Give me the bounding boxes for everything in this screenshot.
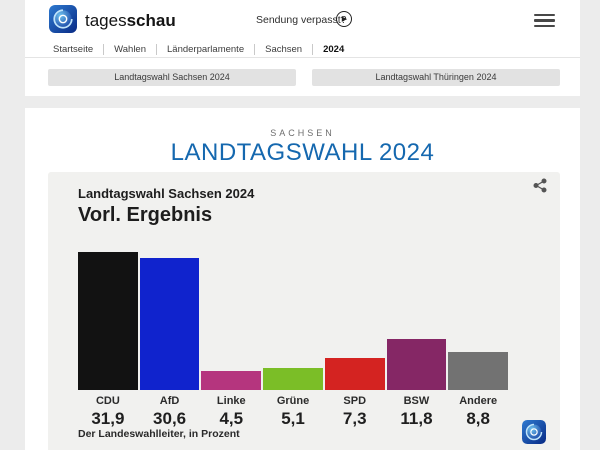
bar-Grüne xyxy=(263,368,323,390)
bar-chart: CDU 31,9 AfD 30,6 Linke 4,5 Grüne 5,1 SPD 7,3 BSW 1… xyxy=(78,252,509,429)
nav-item-2024-active[interactable]: 2024 xyxy=(323,43,345,55)
header: tagesschau Sendung verpasst? ▶ Startseit… xyxy=(25,0,580,96)
chart-subtitle: Vorl. Ergebnis xyxy=(78,204,213,226)
nav-item-laenderparlamente[interactable]: Länderparlamente xyxy=(157,43,256,55)
header-divider xyxy=(25,57,580,58)
party-label: Andere xyxy=(459,395,498,407)
chart-title: Landtagswahl Sachsen 2024 xyxy=(78,186,255,201)
brand-wordmark[interactable]: tagesschau xyxy=(85,11,176,31)
brand-regular: tages xyxy=(85,11,127,30)
bar-AfD xyxy=(139,258,200,390)
party-label: BSW xyxy=(403,395,430,407)
nav-item-wahlen[interactable]: Wahlen xyxy=(104,43,157,55)
sachsen-election-button[interactable]: Landtagswahl Sachsen 2024 xyxy=(48,69,296,86)
bar-CDU xyxy=(78,252,138,390)
nav-item-sachsen[interactable]: Sachsen xyxy=(255,43,314,55)
party-value: 30,6 xyxy=(153,409,187,428)
tagesschau-logo-icon[interactable] xyxy=(49,5,77,33)
bar-Linke xyxy=(201,371,262,390)
bar-column-Grüne: Grüne 5,1 xyxy=(263,252,323,429)
bar-column-Linke: Linke 4,5 xyxy=(201,252,262,429)
party-label: SPD xyxy=(343,395,367,407)
party-value: 31,9 xyxy=(91,409,125,428)
bar-SPD xyxy=(324,358,385,390)
kicker-sachsen: SACHSEN xyxy=(270,128,335,138)
party-value: 7,3 xyxy=(342,409,367,428)
election-chart-card: Landtagswahl Sachsen 2024 Vorl. Ergebnis… xyxy=(48,172,560,450)
page-title: LANDTAGSWAHL 2024 xyxy=(170,139,435,166)
bar-column-BSW: BSW 11,8 xyxy=(386,252,447,429)
bar-column-AfD: AfD 30,6 xyxy=(139,252,200,429)
party-label: AfD xyxy=(159,395,180,407)
main-content: SACHSEN LANDTAGSWAHL 2024 Landtagswahl S… xyxy=(25,108,580,450)
party-value: 11,8 xyxy=(400,409,433,428)
party-value: 4,5 xyxy=(219,409,244,428)
bar-column-CDU: CDU 31,9 xyxy=(78,252,138,429)
party-value: 5,1 xyxy=(281,409,305,428)
party-label: CDU xyxy=(95,395,120,407)
play-icon[interactable]: ▶ xyxy=(336,11,352,27)
brand-bold: schau xyxy=(126,11,176,30)
bar-column-Andere: Andere 8,8 xyxy=(448,252,509,429)
tagesschau-watermark-icon xyxy=(522,420,546,444)
share-icon[interactable] xyxy=(533,178,547,193)
thueringen-election-button[interactable]: Landtagswahl Thüringen 2024 xyxy=(312,69,560,86)
chart-source: Der Landeswahlleiter, in Prozent xyxy=(78,428,240,440)
bar-BSW xyxy=(386,339,447,390)
sendung-verpasst-link[interactable]: Sendung verpasst? xyxy=(256,14,347,26)
bar-column-SPD: SPD 7,3 xyxy=(324,252,385,429)
party-label: Grüne xyxy=(276,395,310,407)
menu-icon[interactable] xyxy=(534,14,555,27)
bar-Andere xyxy=(448,352,509,390)
breadcrumb: Startseite Wahlen Länderparlamente Sachs… xyxy=(53,41,354,57)
party-label: Linke xyxy=(216,395,246,407)
party-value: 8,8 xyxy=(466,409,490,428)
nav-item-startseite[interactable]: Startseite xyxy=(53,43,105,55)
